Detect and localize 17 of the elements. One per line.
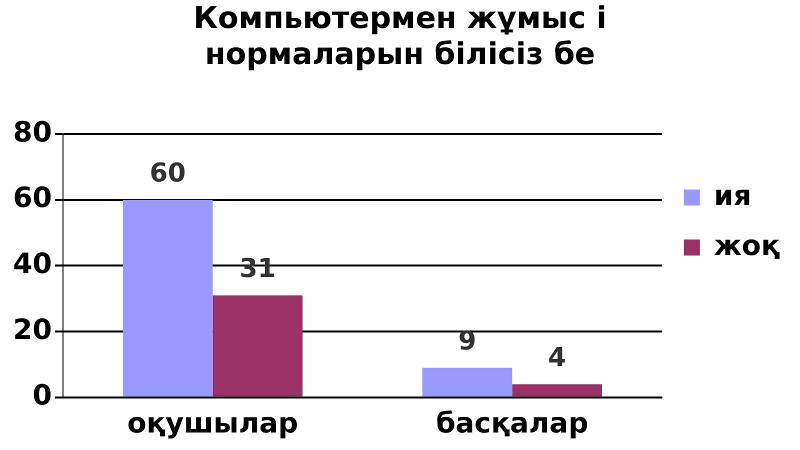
x-tick-label: басқалар (436, 406, 588, 440)
bar (422, 368, 512, 396)
y-tick-label: 20 (12, 312, 52, 346)
y-tick-label: 40 (12, 246, 52, 280)
data-label: 4 (548, 342, 566, 373)
bar (212, 295, 303, 396)
bar (122, 200, 213, 396)
y-tick-label: 80 (12, 115, 52, 148)
legend-label: жоқ (714, 228, 780, 262)
chart-title: Компьютермен жұмыс і нормаларын білісіз бе (193, 0, 607, 72)
data-label: 60 (150, 158, 186, 189)
x-tick-label: оқушылар (127, 406, 298, 440)
y-tick-label: 0 (32, 378, 52, 412)
data-label: 9 (458, 326, 476, 357)
legend-label: ия (714, 178, 752, 212)
bar (512, 384, 602, 396)
y-tick-label: 60 (12, 181, 52, 214)
